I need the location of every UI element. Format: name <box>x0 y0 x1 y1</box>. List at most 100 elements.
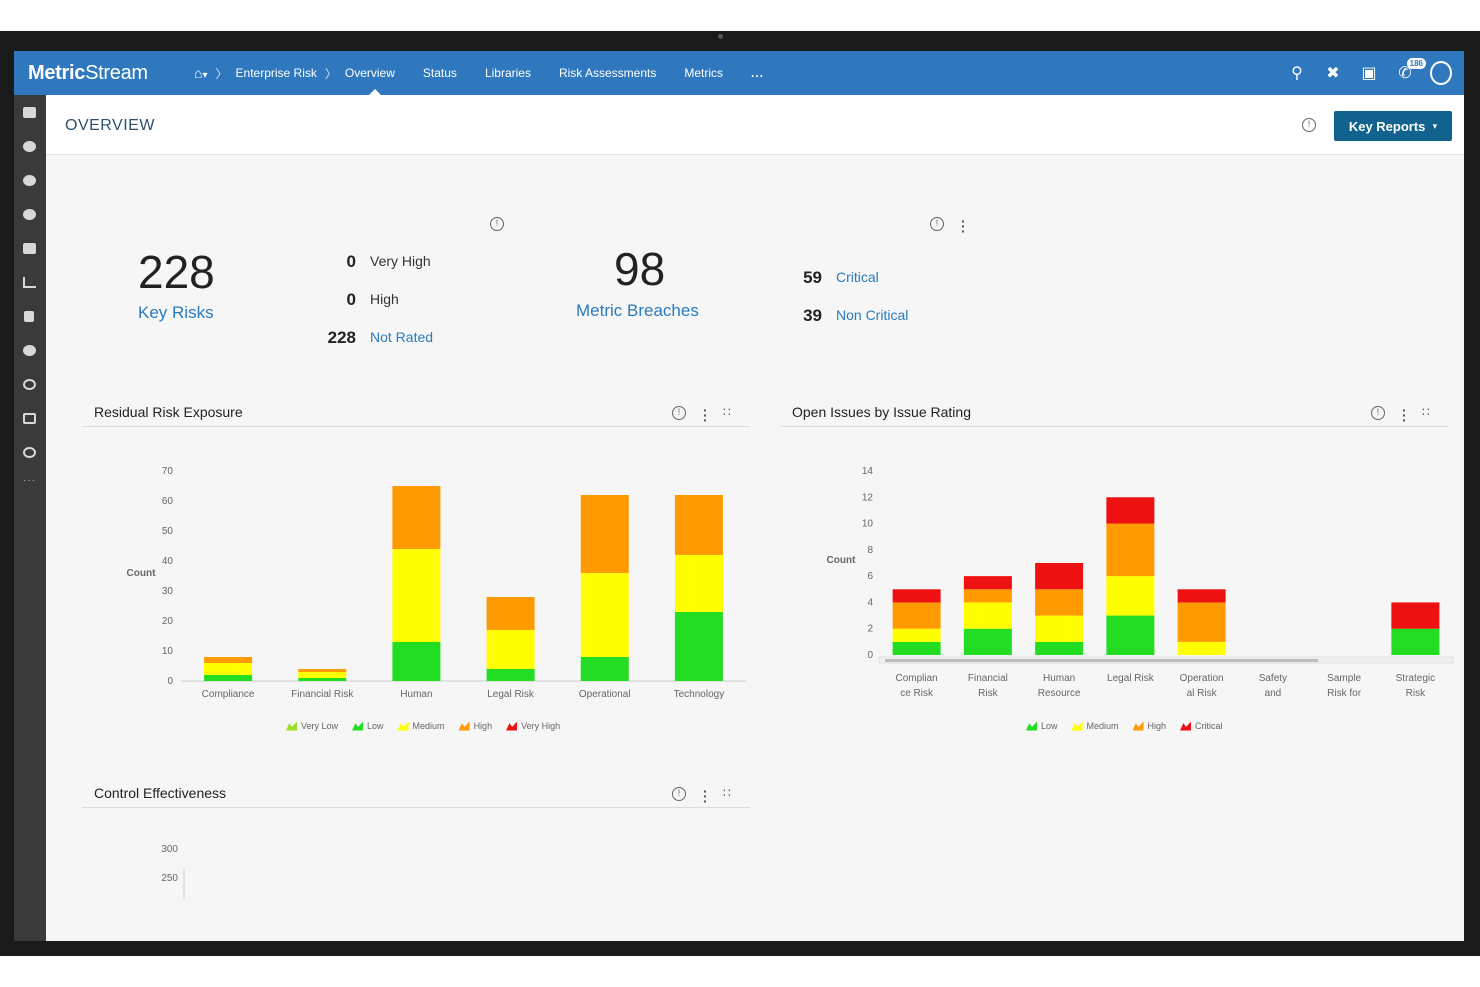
y-tick-label: 0 <box>867 650 873 661</box>
x-tick-label: Strategic <box>1396 673 1435 684</box>
sidebar-refresh-icon[interactable] <box>23 379 36 390</box>
nav-risk-assessments[interactable]: Risk Assessments <box>558 66 657 80</box>
help-icon[interactable]: ! <box>930 217 944 231</box>
y-tick-label: 60 <box>162 496 174 507</box>
search-icon[interactable]: ⚲ <box>1291 65 1303 82</box>
legend-item[interactable]: Very High <box>506 721 560 731</box>
legend-swatch-icon <box>286 721 297 731</box>
legend-item[interactable]: Medium <box>1071 721 1119 731</box>
bar-segment <box>580 573 629 657</box>
bar-segment <box>1177 589 1226 603</box>
home-icon[interactable]: ⌂▾ <box>194 65 208 81</box>
legend-label: Low <box>1041 721 1058 731</box>
help-icon[interactable]: ! <box>1371 406 1385 420</box>
legend-item[interactable]: Low <box>352 721 384 731</box>
nav-overview[interactable]: Overview <box>344 66 395 95</box>
x-tick-label: Safety <box>1259 673 1287 684</box>
not-rated-count: 228 <box>327 328 356 347</box>
sidebar-layers-icon[interactable] <box>23 175 36 186</box>
camera-dot <box>718 34 723 39</box>
legend-swatch-icon <box>458 721 470 731</box>
main-content: OVERVIEW ! Key Reports ▾ ! 228 Key Risks… <box>46 95 1464 941</box>
residual-risk-legend: Very Low Low Medium High Very High <box>286 721 574 731</box>
more-options-icon[interactable]: · · · <box>703 783 708 809</box>
scrollbar-thumb <box>885 659 1319 662</box>
top-right-icons: ⚲ ✖ ▣ ✆ 186 <box>1272 51 1452 95</box>
expand-icon[interactable]: ∷ <box>1422 405 1430 419</box>
non-critical-link[interactable]: Non Critical <box>836 307 909 323</box>
sidebar-globe-icon[interactable] <box>23 345 36 356</box>
y-tick-label: 10 <box>862 519 874 530</box>
bar-segment <box>204 657 253 663</box>
nav-more[interactable]: ... <box>751 66 765 80</box>
sidebar-dashboard-icon[interactable] <box>23 107 36 118</box>
legend-item[interactable]: Critical <box>1180 721 1223 731</box>
sidebar-document-icon[interactable] <box>24 311 34 322</box>
sidebar-report-icon[interactable] <box>23 243 36 254</box>
legend-swatch-icon <box>1132 721 1144 731</box>
expand-icon[interactable]: ∷ <box>723 405 731 419</box>
metric-breaches-count: 98 <box>614 243 666 295</box>
more-options-icon[interactable]: · · · <box>703 402 708 428</box>
app-logo[interactable]: MetricStream <box>28 62 148 84</box>
nav-status[interactable]: Status <box>422 66 457 80</box>
key-risks-count: 228 <box>138 246 215 298</box>
key-risks-link[interactable]: Key Risks <box>138 303 214 322</box>
legend-item[interactable]: High <box>1132 721 1166 731</box>
legend-item[interactable]: Very Low <box>286 721 338 731</box>
user-avatar-icon[interactable] <box>1430 61 1452 85</box>
open-issues-chart: 0 2 4 6 8 10 12 14 Count Complian ce Risk Financial… <box>827 466 1454 699</box>
critical-link[interactable]: Critical <box>836 269 879 285</box>
sidebar-inbox-icon[interactable] <box>23 413 36 424</box>
legend-item[interactable]: Low <box>1026 721 1058 731</box>
help-icon[interactable]: ! <box>490 217 504 231</box>
bar-segment <box>204 675 253 681</box>
bar-segment <box>298 669 347 672</box>
nav-libraries[interactable]: Libraries <box>484 66 531 80</box>
x-tick-label: ce Risk <box>900 688 934 699</box>
y-tick-label: 30 <box>162 586 174 597</box>
x-tick-label: Financial Risk <box>291 689 354 700</box>
sidebar-more-icon[interactable]: ··· <box>23 475 36 486</box>
metric-breaches-link[interactable]: Metric Breaches <box>576 301 699 320</box>
bar-segment <box>392 549 441 642</box>
bar-segment <box>1106 497 1155 524</box>
panel-divider <box>781 426 1449 427</box>
help-icon[interactable]: ! <box>1302 118 1316 132</box>
key-reports-button[interactable]: Key Reports ▾ <box>1334 111 1452 141</box>
sidebar-risk-icon[interactable] <box>23 141 36 152</box>
bar-segment <box>1035 563 1084 590</box>
left-sidebar: ··· <box>14 95 46 941</box>
nav-enterprise-risk[interactable]: Enterprise Risk <box>235 66 317 80</box>
more-options-icon[interactable]: · · · <box>1402 402 1407 428</box>
phone-icon[interactable]: ✆ 186 <box>1394 58 1426 84</box>
very-high-count: 0 <box>346 252 356 271</box>
bar-segment <box>674 495 723 555</box>
sidebar-chart-icon[interactable] <box>23 277 36 288</box>
calendar-icon[interactable]: ▣ <box>1361 65 1377 82</box>
panel-divider <box>82 426 750 427</box>
x-tick-label: al Risk <box>1187 688 1218 699</box>
legend-item[interactable]: High <box>458 721 492 731</box>
sidebar-help-icon[interactable] <box>23 447 36 458</box>
bar-segment <box>963 628 1012 655</box>
bar-segment <box>580 657 629 681</box>
bar-segment <box>1106 576 1155 616</box>
more-options-icon[interactable]: · · · <box>961 213 966 239</box>
help-icon[interactable]: ! <box>672 406 686 420</box>
notification-badge: 186 <box>1406 58 1426 69</box>
legend-swatch-icon <box>1180 721 1192 731</box>
sidebar-gear-icon[interactable] <box>23 209 36 220</box>
help-icon[interactable]: ! <box>672 787 686 801</box>
nav-metrics[interactable]: Metrics <box>684 66 723 80</box>
tools-icon[interactable]: ✖ <box>1326 65 1340 82</box>
non-critical-count: 39 <box>803 306 822 325</box>
legend-item[interactable]: Medium <box>397 721 445 731</box>
bar-segment <box>298 672 347 678</box>
expand-icon[interactable]: ∷ <box>723 786 731 800</box>
bar-segment <box>204 663 253 675</box>
bar-segment <box>1106 615 1155 655</box>
not-rated-link[interactable]: Not Rated <box>370 329 434 345</box>
bar-segment <box>892 602 941 629</box>
very-high-label: Very High <box>370 253 431 269</box>
